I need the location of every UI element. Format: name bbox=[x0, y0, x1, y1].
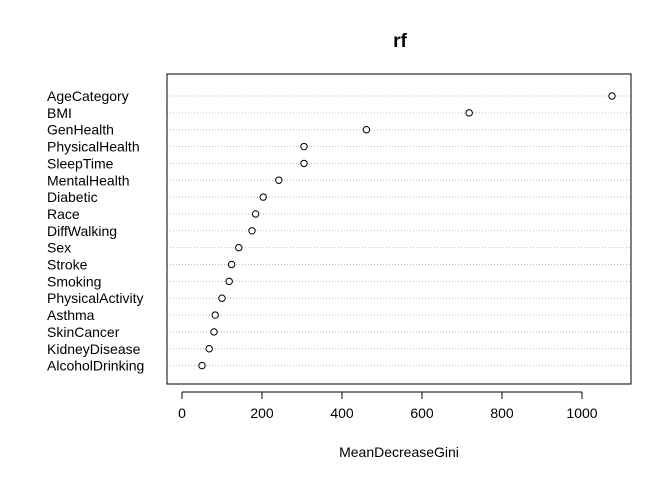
x-tick-label: 400 bbox=[330, 405, 354, 421]
plot-frame bbox=[166, 73, 632, 385]
data-point bbox=[248, 227, 256, 235]
category-label: PhysicalHealth bbox=[47, 139, 140, 155]
x-tick-label: 0 bbox=[178, 405, 186, 421]
x-axis: 0 200 400 600 800 1000 bbox=[178, 391, 598, 421]
data-point bbox=[608, 92, 616, 100]
data-point bbox=[225, 277, 233, 286]
data-point bbox=[275, 176, 283, 184]
data-point bbox=[227, 260, 236, 269]
data-point bbox=[251, 210, 260, 218]
data-point bbox=[205, 345, 213, 353]
data-point bbox=[300, 159, 308, 168]
data-point bbox=[218, 294, 226, 302]
category-label: Sex bbox=[47, 240, 71, 256]
data-points bbox=[198, 92, 616, 370]
category-label: AlcoholDrinking bbox=[47, 358, 144, 374]
category-labels: AgeCategoryBMIGenHealthPhysicalHealthSle… bbox=[47, 88, 144, 374]
category-label: BMI bbox=[47, 105, 72, 121]
category-label: Asthma bbox=[47, 307, 95, 323]
category-label: Diabetic bbox=[47, 189, 98, 205]
category-label: Smoking bbox=[47, 273, 101, 289]
category-label: AgeCategory bbox=[47, 88, 129, 104]
data-point bbox=[210, 328, 218, 336]
category-label: SleepTime bbox=[47, 155, 114, 171]
category-label: GenHealth bbox=[47, 122, 114, 138]
x-tick-label: 200 bbox=[250, 405, 274, 421]
category-label: PhysicalActivity bbox=[47, 290, 143, 306]
category-label: SkinCancer bbox=[47, 324, 120, 340]
category-label: MentalHealth bbox=[47, 172, 130, 188]
category-label: DiffWalking bbox=[47, 223, 117, 239]
grid-lines bbox=[167, 95, 631, 367]
data-point bbox=[198, 361, 206, 370]
x-axis-label: MeanDecreaseGini bbox=[339, 444, 459, 460]
category-label: KidneyDisease bbox=[47, 341, 141, 357]
data-point bbox=[300, 142, 308, 151]
data-point bbox=[211, 311, 219, 319]
x-tick-label: 800 bbox=[490, 405, 514, 421]
category-label: Stroke bbox=[47, 257, 88, 273]
category-label: Race bbox=[47, 206, 80, 222]
x-tick-label: 600 bbox=[410, 405, 434, 421]
data-point bbox=[362, 126, 371, 134]
data-point bbox=[259, 193, 267, 201]
data-point bbox=[235, 243, 243, 252]
data-point bbox=[465, 109, 473, 117]
x-tick-label: 1000 bbox=[566, 405, 597, 421]
chart-title: rf bbox=[393, 31, 407, 52]
